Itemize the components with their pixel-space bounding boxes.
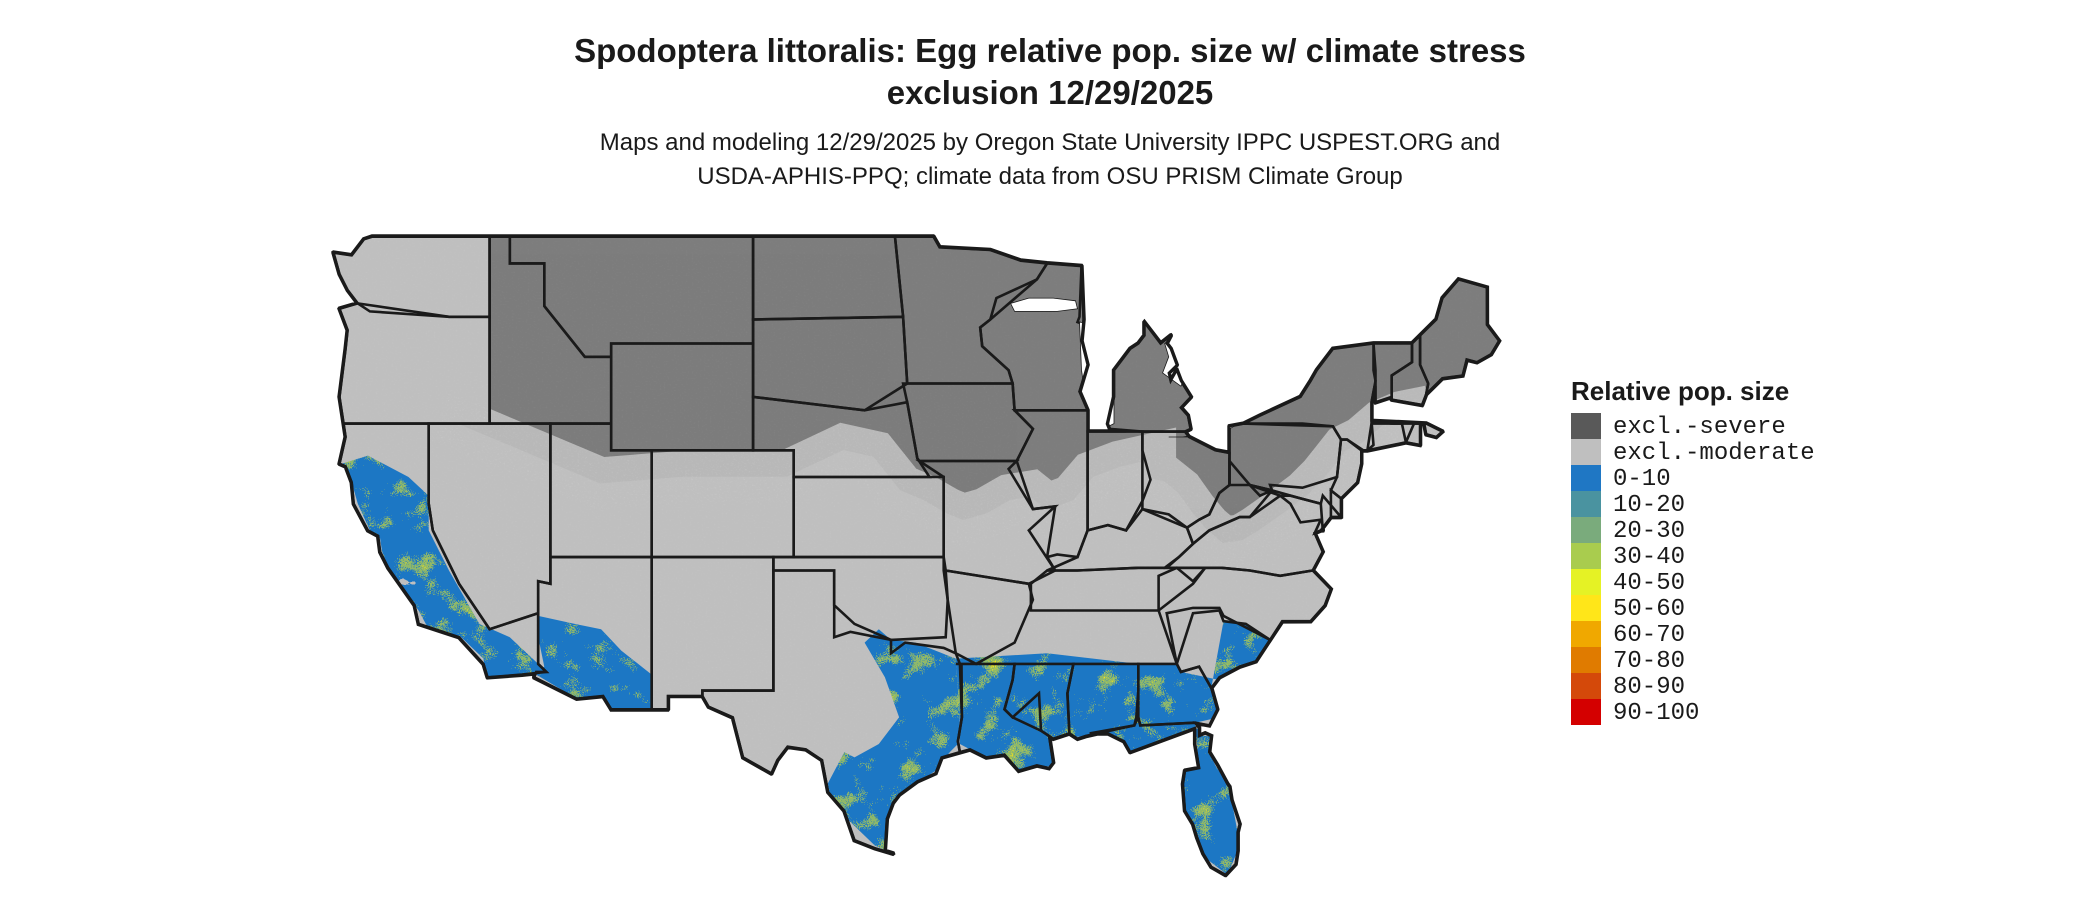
svg-text:0-10: 0-10 (1613, 466, 1671, 493)
svg-text:excl.-severe: excl.-severe (1613, 414, 1786, 441)
svg-text:Relative pop. size: Relative pop. size (1571, 376, 1789, 406)
svg-text:excl.-moderate: excl.-moderate (1613, 440, 1815, 467)
svg-text:80-90: 80-90 (1613, 674, 1685, 701)
svg-text:60-70: 60-70 (1613, 622, 1685, 649)
svg-text:20-30: 20-30 (1613, 518, 1685, 545)
svg-text:70-80: 70-80 (1613, 648, 1685, 675)
svg-text:40-50: 40-50 (1613, 570, 1685, 597)
svg-text:10-20: 10-20 (1613, 492, 1685, 519)
svg-text:90-100: 90-100 (1613, 700, 1699, 727)
svg-text:50-60: 50-60 (1613, 596, 1685, 623)
svg-text:30-40: 30-40 (1613, 544, 1685, 571)
